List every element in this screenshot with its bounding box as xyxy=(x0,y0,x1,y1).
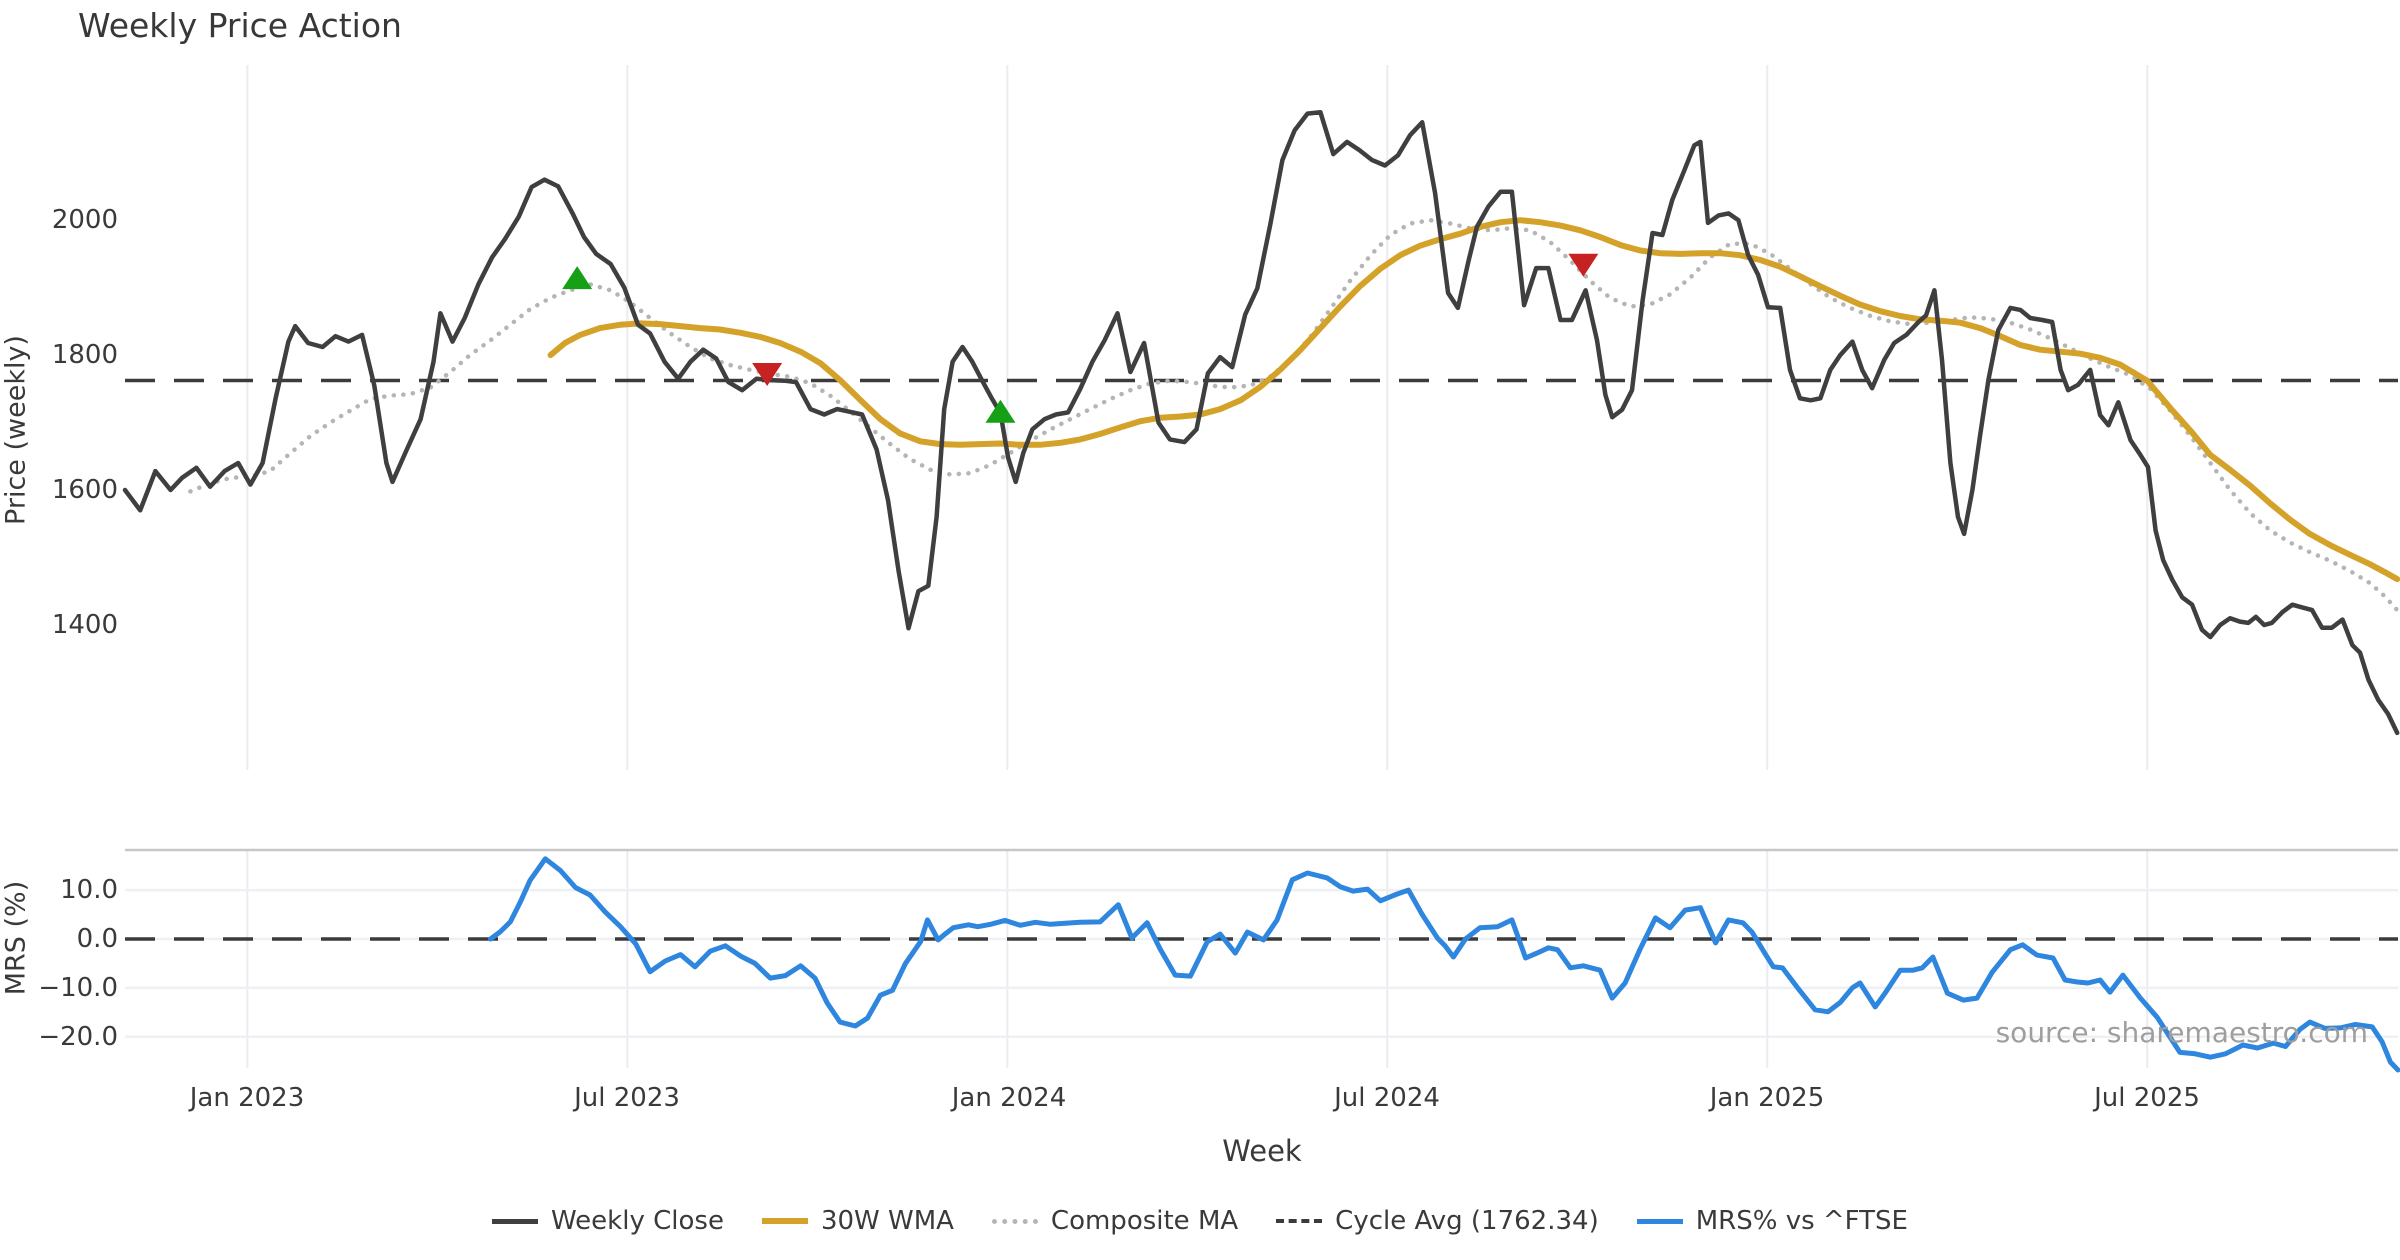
price-tick-2000: 2000 xyxy=(51,205,118,235)
price-tick-1400: 1400 xyxy=(51,610,118,640)
legend-swatch-composite xyxy=(991,1218,1038,1224)
sell-signal-marker xyxy=(1568,253,1599,277)
mrs-line xyxy=(488,856,2400,1073)
price-tick-1600: 1600 xyxy=(51,475,118,505)
legend-item-cycle-avg: Cycle Avg (1762.34) xyxy=(1276,1206,1599,1236)
composite-ma-line xyxy=(188,217,2400,613)
legend: Weekly Close 30W WMA Composite MA Cycle … xyxy=(0,1206,2400,1236)
buy-signal-marker xyxy=(985,399,1016,423)
wma-line xyxy=(547,217,2400,583)
x-tick-jul-2023: Jul 2023 xyxy=(574,1083,680,1113)
legend-label-wma: 30W WMA xyxy=(820,1206,954,1236)
legend-swatch-mrs xyxy=(1636,1218,1683,1224)
mrs-tick-0: 0.0 xyxy=(76,924,118,954)
x-tick-jan-2025: Jan 2025 xyxy=(1709,1083,1825,1113)
mrs-tick-neg10: −10.0 xyxy=(38,973,118,1003)
price-tick-1800: 1800 xyxy=(51,340,118,370)
x-tick-jul-2025: Jul 2025 xyxy=(2094,1083,2200,1113)
legend-swatch-wma xyxy=(761,1218,808,1224)
x-tick-jan-2023: Jan 2023 xyxy=(189,1083,305,1113)
sell-signal-marker xyxy=(752,362,783,386)
x-tick-jul-2024: Jul 2024 xyxy=(1334,1083,1440,1113)
chart-title: Weekly Price Action xyxy=(78,6,402,45)
legend-item-weekly-close: Weekly Close xyxy=(492,1206,724,1236)
legend-item-composite: Composite MA xyxy=(991,1206,1239,1236)
weekly-close-line xyxy=(122,109,2400,736)
legend-item-mrs: MRS% vs ^FTSE xyxy=(1636,1206,1908,1236)
legend-swatch-weekly-close xyxy=(492,1218,538,1224)
mrs-tick-10: 10.0 xyxy=(60,875,118,905)
legend-label-cycle-avg: Cycle Avg (1762.34) xyxy=(1335,1206,1599,1236)
legend-label-composite: Composite MA xyxy=(1050,1206,1239,1236)
legend-label-weekly-close: Weekly Close xyxy=(551,1206,724,1236)
x-axis-label: Week xyxy=(1222,1134,1302,1168)
mrs-tick-neg20: −20.0 xyxy=(38,1022,118,1052)
legend-label-mrs: MRS% vs ^FTSE xyxy=(1695,1206,1908,1236)
buy-signal-marker xyxy=(562,266,593,290)
source-watermark: source: sharemaestro.com xyxy=(1995,1016,2368,1049)
legend-swatch-cycle-avg xyxy=(1276,1219,1323,1223)
legend-item-wma: 30W WMA xyxy=(761,1206,954,1236)
x-tick-jan-2024: Jan 2024 xyxy=(951,1083,1067,1113)
